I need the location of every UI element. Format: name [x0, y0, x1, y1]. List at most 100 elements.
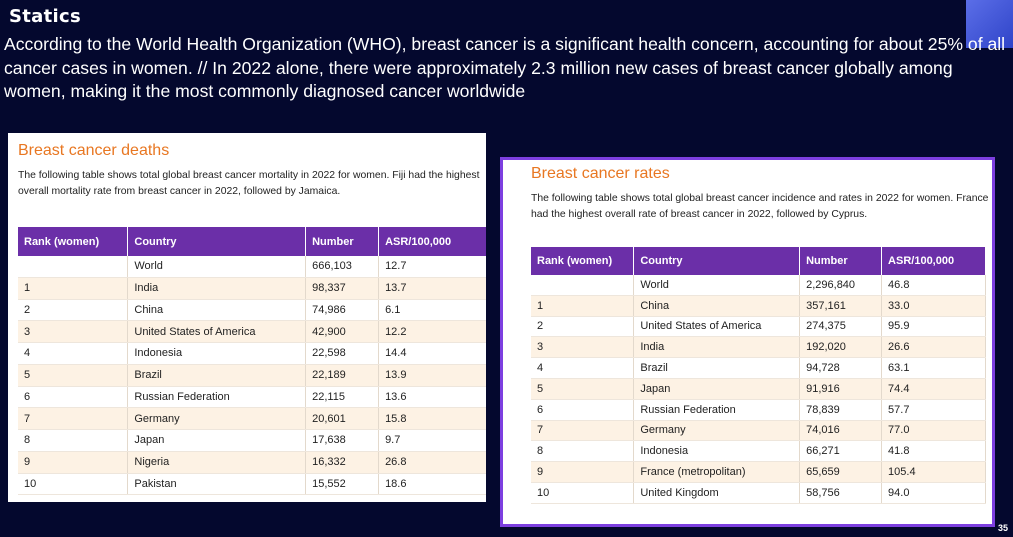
table-cell: 22,189: [305, 364, 380, 387]
table-cell: India: [127, 277, 307, 300]
table-cell: China: [127, 299, 307, 322]
table-cell: 57.7: [881, 399, 986, 421]
table-row: 5 Brazil 22,189 13.9: [18, 364, 486, 387]
table-cell: 58,756: [799, 482, 883, 504]
table-cell: 91,916: [799, 378, 883, 400]
table-cell: 6: [18, 386, 129, 409]
rates-panel: Breast cancer rates The following table …: [500, 157, 995, 527]
table-cell: 65,659: [799, 461, 883, 483]
table-row: 2 China 74,986 6.1: [18, 299, 486, 322]
table-cell: 13.6: [378, 386, 486, 409]
table-cell: Japan: [127, 429, 307, 452]
table-cell: 15,552: [305, 473, 380, 496]
table-cell: 105.4: [881, 461, 986, 483]
column-header: Country: [127, 227, 307, 256]
table-row: 6 Russian Federation 22,115 13.6: [18, 386, 486, 409]
table-cell: Brazil: [127, 364, 307, 387]
table-cell: United Kingdom: [633, 482, 801, 504]
table-cell: 95.9: [881, 316, 986, 338]
table-cell: Pakistan: [127, 473, 307, 496]
table-cell: China: [633, 295, 801, 317]
deaths-description: The following table shows total global b…: [18, 170, 480, 197]
table-cell: 94.0: [881, 482, 986, 504]
table-cell: 12.7: [378, 256, 486, 278]
table-row: 8 Indonesia 66,271 41.8: [531, 440, 986, 463]
table-row: 2 United States of America 274,375 95.9: [531, 316, 986, 338]
table-cell: 77.0: [881, 420, 986, 442]
column-header: Number: [305, 227, 380, 256]
table-row: 7 Germany 74,016 77.0: [531, 420, 986, 442]
table-cell: 18.6: [378, 473, 486, 496]
table-row: World 2,296,840 46.8: [531, 275, 986, 296]
table-cell: 7: [531, 420, 635, 442]
table-cell: 13.7: [378, 277, 486, 300]
table-cell: 6: [531, 399, 635, 421]
table-cell: Russian Federation: [127, 386, 307, 409]
table-cell: 2,296,840: [799, 275, 883, 296]
table-cell: 10: [18, 473, 129, 496]
table-cell: 16,332: [305, 451, 380, 474]
rates-heading: Breast cancer rates: [531, 165, 670, 182]
table-cell: 9: [18, 451, 129, 474]
page-number: 35: [997, 523, 1008, 533]
table-cell: 94,728: [799, 357, 883, 379]
slide-body-text: According to the World Health Organizati…: [4, 34, 1006, 101]
deaths-heading: Breast cancer deaths: [18, 142, 170, 159]
table-cell: 7: [18, 407, 129, 430]
table-cell: [18, 256, 129, 278]
table-cell: 192,020: [799, 336, 883, 359]
table-cell: 12.2: [378, 320, 486, 343]
table-cell: 9.7: [378, 429, 486, 452]
table-cell: 14.4: [378, 342, 486, 365]
table-row: 1 China 357,161 33.0: [531, 295, 986, 317]
column-header: Rank (women): [531, 247, 635, 275]
column-header: Country: [633, 247, 801, 275]
table-cell: Brazil: [633, 357, 801, 379]
table-cell: 3: [18, 320, 129, 343]
slide-title: Statics: [9, 6, 81, 27]
table-cell: 3: [531, 336, 635, 359]
table-cell: 74,986: [305, 299, 380, 322]
table-header-row: Rank (women) Country Number ASR/100,000: [18, 227, 486, 256]
table-cell: 74,016: [799, 420, 883, 442]
table-row: 10 United Kingdom 58,756 94.0: [531, 482, 986, 504]
table-cell: 357,161: [799, 295, 883, 317]
table-cell: United States of America: [127, 320, 307, 343]
table-cell: United States of America: [633, 316, 801, 338]
table-cell: 26.8: [378, 451, 486, 474]
table-row: 9 France (metropolitan) 65,659 105.4: [531, 461, 986, 483]
table-row: 3 India 192,020 26.6: [531, 336, 986, 359]
table-row: 10 Pakistan 15,552 18.6: [18, 473, 486, 496]
table-cell: 15.8: [378, 407, 486, 430]
table-cell: Russian Federation: [633, 399, 801, 421]
column-header: Number: [799, 247, 883, 275]
table-cell: 26.6: [881, 336, 986, 359]
table-row: 8 Japan 17,638 9.7: [18, 429, 486, 452]
table-header-row: Rank (women) Country Number ASR/100,000: [531, 247, 986, 275]
deaths-panel: Breast cancer deaths The following table…: [8, 133, 486, 502]
table-row: 3 United States of America 42,900 12.2: [18, 320, 486, 343]
table-cell: 13.9: [378, 364, 486, 387]
table-cell: Nigeria: [127, 451, 307, 474]
table-cell: 274,375: [799, 316, 883, 338]
table-cell: 2: [18, 299, 129, 322]
table-cell: India: [633, 336, 801, 359]
table-cell: 63.1: [881, 357, 986, 379]
table-row: 6 Russian Federation 78,839 57.7: [531, 399, 986, 421]
table-cell: 42,900: [305, 320, 380, 343]
table-cell: World: [633, 275, 801, 296]
table-row: 4 Brazil 94,728 63.1: [531, 357, 986, 379]
column-header: ASR/100,000: [881, 247, 986, 275]
deaths-table: Rank (women) Country Number ASR/100,000 Wor…: [18, 227, 486, 496]
table-cell: 20,601: [305, 407, 380, 430]
table-cell: 41.8: [881, 440, 986, 463]
table-cell: Indonesia: [633, 440, 801, 463]
table-cell: 5: [18, 364, 129, 387]
table-cell: 4: [18, 342, 129, 365]
table-cell: Japan: [633, 378, 801, 400]
table-row: 4 Indonesia 22,598 14.4: [18, 342, 486, 365]
table-cell: 2: [531, 316, 635, 338]
table-cell: World: [127, 256, 307, 278]
table-cell: 9: [531, 461, 635, 483]
corner-decoration: [966, 0, 1013, 48]
